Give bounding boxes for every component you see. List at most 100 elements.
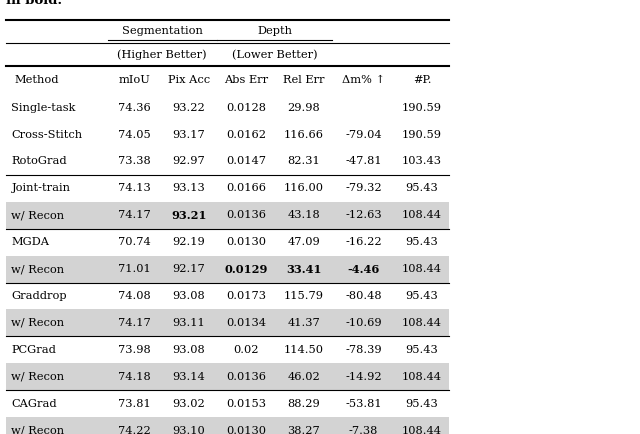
- Text: 108.44: 108.44: [402, 264, 442, 274]
- Text: 95.43: 95.43: [406, 398, 438, 409]
- Text: 73.38: 73.38: [118, 156, 150, 167]
- Text: 0.02: 0.02: [234, 345, 259, 355]
- Text: w/ Recon: w/ Recon: [12, 425, 65, 434]
- Text: 74.36: 74.36: [118, 102, 150, 113]
- Text: 116.66: 116.66: [284, 129, 324, 140]
- Text: in bold.: in bold.: [6, 0, 63, 7]
- Text: Δm% ↑: Δm% ↑: [342, 75, 385, 85]
- Bar: [6, 256, 449, 283]
- Text: 114.50: 114.50: [284, 345, 324, 355]
- Text: 92.97: 92.97: [172, 156, 205, 167]
- Text: 46.02: 46.02: [287, 372, 321, 382]
- Text: 108.44: 108.44: [402, 372, 442, 382]
- Text: w/ Recon: w/ Recon: [12, 264, 65, 274]
- Text: Method: Method: [15, 75, 59, 85]
- Text: RotoGrad: RotoGrad: [12, 156, 67, 167]
- Text: 115.79: 115.79: [284, 291, 324, 301]
- Text: -16.22: -16.22: [345, 237, 382, 247]
- Text: 95.43: 95.43: [406, 291, 438, 301]
- Text: 41.37: 41.37: [287, 318, 321, 328]
- Text: w/ Recon: w/ Recon: [12, 372, 65, 382]
- Text: MGDA: MGDA: [12, 237, 49, 247]
- Bar: [6, 202, 449, 229]
- Text: 95.43: 95.43: [406, 183, 438, 194]
- Text: 74.05: 74.05: [118, 129, 150, 140]
- Text: 92.19: 92.19: [172, 237, 205, 247]
- Text: 0.0128: 0.0128: [227, 102, 266, 113]
- Text: 33.41: 33.41: [286, 263, 322, 275]
- Bar: [6, 363, 449, 390]
- Text: 71.01: 71.01: [118, 264, 150, 274]
- Text: 88.29: 88.29: [287, 398, 321, 409]
- Text: (Lower Better): (Lower Better): [232, 49, 317, 60]
- Text: 93.08: 93.08: [172, 291, 205, 301]
- Text: 0.0129: 0.0129: [225, 263, 268, 275]
- Text: Cross-Stitch: Cross-Stitch: [12, 129, 83, 140]
- Text: 0.0134: 0.0134: [227, 318, 266, 328]
- Text: 93.10: 93.10: [172, 425, 205, 434]
- Text: 93.11: 93.11: [172, 318, 205, 328]
- Text: 74.13: 74.13: [118, 183, 150, 194]
- Text: 190.59: 190.59: [402, 102, 442, 113]
- Text: -79.04: -79.04: [345, 129, 382, 140]
- Text: 43.18: 43.18: [287, 210, 321, 220]
- Text: Abs Err: Abs Err: [225, 75, 268, 85]
- Text: Graddrop: Graddrop: [12, 291, 67, 301]
- Bar: [6, 417, 449, 434]
- Text: 93.21: 93.21: [171, 210, 207, 221]
- Text: -4.46: -4.46: [348, 263, 380, 275]
- Text: 47.09: 47.09: [287, 237, 321, 247]
- Text: 0.0130: 0.0130: [227, 237, 266, 247]
- Text: 0.0166: 0.0166: [227, 183, 266, 194]
- Text: Pix Acc: Pix Acc: [168, 75, 210, 85]
- Text: 73.81: 73.81: [118, 398, 150, 409]
- Text: -79.32: -79.32: [345, 183, 382, 194]
- Text: 92.17: 92.17: [172, 264, 205, 274]
- Text: 82.31: 82.31: [287, 156, 321, 167]
- Text: mIoU: mIoU: [118, 75, 150, 85]
- Text: -7.38: -7.38: [349, 425, 378, 434]
- Text: #P.: #P.: [413, 75, 431, 85]
- Bar: [6, 309, 449, 336]
- Text: 108.44: 108.44: [402, 425, 442, 434]
- Text: -14.92: -14.92: [345, 372, 382, 382]
- Text: 93.22: 93.22: [172, 102, 205, 113]
- Text: 190.59: 190.59: [402, 129, 442, 140]
- Text: 0.0130: 0.0130: [227, 425, 266, 434]
- Text: 93.17: 93.17: [172, 129, 205, 140]
- Text: Depth: Depth: [257, 26, 292, 36]
- Text: CAGrad: CAGrad: [12, 398, 57, 409]
- Text: w/ Recon: w/ Recon: [12, 210, 65, 220]
- Text: PCGrad: PCGrad: [12, 345, 56, 355]
- Text: 74.18: 74.18: [118, 372, 150, 382]
- Text: 93.02: 93.02: [172, 398, 205, 409]
- Text: -78.39: -78.39: [345, 345, 382, 355]
- Text: 73.98: 73.98: [118, 345, 150, 355]
- Text: Joint-train: Joint-train: [12, 183, 70, 194]
- Text: Rel Err: Rel Err: [284, 75, 324, 85]
- Text: Single-task: Single-task: [12, 102, 76, 113]
- Text: 93.14: 93.14: [172, 372, 205, 382]
- Text: 38.27: 38.27: [287, 425, 321, 434]
- Text: -80.48: -80.48: [345, 291, 382, 301]
- Text: 0.0153: 0.0153: [227, 398, 266, 409]
- Text: 108.44: 108.44: [402, 318, 442, 328]
- Text: 108.44: 108.44: [402, 210, 442, 220]
- Text: 0.0162: 0.0162: [227, 129, 266, 140]
- Text: 93.08: 93.08: [172, 345, 205, 355]
- Text: 29.98: 29.98: [287, 102, 321, 113]
- Text: 74.17: 74.17: [118, 210, 150, 220]
- Text: 74.22: 74.22: [118, 425, 150, 434]
- Text: 0.0147: 0.0147: [227, 156, 266, 167]
- Text: 103.43: 103.43: [402, 156, 442, 167]
- Text: 0.0136: 0.0136: [227, 372, 266, 382]
- Text: -53.81: -53.81: [345, 398, 382, 409]
- Text: 95.43: 95.43: [406, 237, 438, 247]
- Text: 70.74: 70.74: [118, 237, 150, 247]
- Text: 116.00: 116.00: [284, 183, 324, 194]
- Text: 74.17: 74.17: [118, 318, 150, 328]
- Text: -12.63: -12.63: [345, 210, 382, 220]
- Text: 74.08: 74.08: [118, 291, 150, 301]
- Text: 0.0136: 0.0136: [227, 210, 266, 220]
- Text: (Higher Better): (Higher Better): [117, 49, 207, 60]
